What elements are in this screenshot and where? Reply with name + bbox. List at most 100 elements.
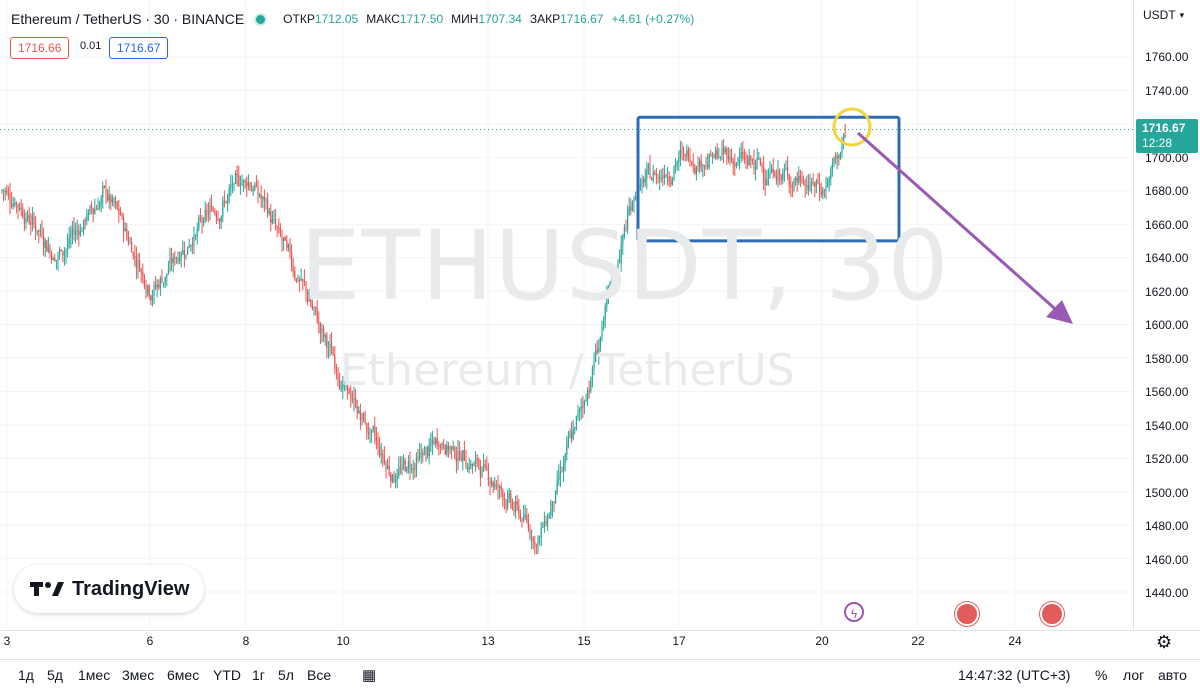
candle-body [273, 218, 275, 220]
candle-body [499, 486, 501, 488]
candle-body [62, 250, 64, 256]
candle-body [647, 164, 649, 170]
candle-body [263, 196, 265, 201]
candle-body [835, 157, 837, 159]
range-button[interactable]: 1г [252, 667, 265, 683]
range-button[interactable]: 1мес [78, 667, 111, 683]
candle-body [118, 208, 120, 212]
candle-body [489, 480, 491, 485]
candle-body [486, 466, 488, 468]
candle-body [430, 443, 432, 446]
candle-body [265, 199, 267, 201]
range-button[interactable]: YTD [213, 667, 241, 683]
candle-body [334, 355, 336, 367]
candle-body [270, 211, 272, 223]
candle-body [817, 180, 819, 185]
time-tick: 10 [336, 634, 350, 648]
clock-readout[interactable]: 14:47:32 (UTC+3) [958, 667, 1071, 683]
lightning-event-icon[interactable]: ϟ [844, 602, 864, 622]
candle-body [276, 226, 278, 229]
range-button[interactable]: 5д [47, 667, 63, 683]
us-flag-event-icon[interactable] [1040, 602, 1064, 626]
candle-body [76, 229, 78, 232]
candle-body [687, 150, 689, 159]
candle-body [585, 400, 587, 402]
candle-body [579, 408, 581, 413]
settings-gear-icon[interactable]: ⚙ [1156, 632, 1173, 652]
tradingview-logo[interactable]: TradingView [14, 565, 204, 613]
candle-body [699, 160, 701, 169]
time-tick: 3 [3, 634, 11, 648]
candle-body [633, 198, 635, 203]
candle-body [449, 446, 451, 451]
candle-body [339, 380, 341, 390]
candle-body [251, 189, 253, 192]
candle-body [529, 528, 531, 538]
candle-body [100, 197, 102, 205]
candle-body [750, 156, 752, 160]
log-toggle[interactable]: лог [1123, 667, 1145, 683]
range-button[interactable]: 6мес [167, 667, 200, 683]
candle-body [46, 240, 48, 252]
candle-body [374, 426, 376, 436]
percent-toggle[interactable]: % [1095, 667, 1108, 683]
candle-body [20, 207, 22, 209]
candle-body [427, 446, 429, 456]
candle-body [71, 228, 73, 235]
candle-body [51, 252, 53, 261]
range-button[interactable]: 3мес [122, 667, 155, 683]
candle-body [204, 210, 206, 221]
candle-body [545, 521, 547, 525]
candle-body [468, 465, 470, 469]
candle-body [566, 442, 568, 455]
candle-body [260, 194, 262, 200]
candle-body [108, 195, 110, 201]
candle-body [395, 479, 397, 483]
candle-body [78, 229, 80, 235]
price-tick: 1640.00 [1145, 251, 1189, 265]
price-chart[interactable] [0, 0, 1200, 630]
candle-body [137, 260, 139, 268]
candle-body [385, 462, 387, 469]
time-tick: 6 [146, 634, 154, 648]
candle-body [295, 278, 297, 281]
currency-selector[interactable]: USDT ▾ [1143, 8, 1184, 22]
calendar-icon[interactable]: ▦ [362, 667, 377, 684]
candle-body [724, 148, 726, 153]
market-status-icon[interactable] [256, 14, 266, 24]
symbol-title[interactable]: Ethereum / TetherUS · 30 · BINANCE [11, 11, 245, 27]
range-button[interactable]: 1д [18, 667, 34, 683]
candle-body [764, 178, 766, 186]
buy-button[interactable]: 1716.67 [109, 37, 169, 59]
candle-body [65, 249, 67, 254]
candle-body [487, 467, 489, 481]
candle-body [195, 235, 197, 237]
range-button[interactable]: Все [307, 667, 332, 683]
us-flag-event-icon[interactable] [955, 602, 979, 626]
candle-body [235, 173, 237, 184]
candle-body [459, 450, 461, 459]
highlight-circle-annotation [832, 107, 872, 147]
candle-body [140, 271, 142, 273]
time-tick: 17 [672, 634, 686, 648]
range-button[interactable]: 5л [278, 667, 294, 683]
candle-body [70, 234, 72, 238]
price-tick: 1500.00 [1145, 485, 1189, 500]
time-tick: 24 [1008, 634, 1022, 648]
auto-toggle[interactable]: авто [1158, 667, 1187, 683]
candle-body [358, 410, 360, 414]
sell-button[interactable]: 1716.66 [10, 37, 70, 59]
time-axis[interactable] [0, 630, 1200, 659]
candle-body [151, 295, 153, 301]
candle-body [278, 228, 280, 230]
candle-body [609, 282, 611, 287]
candle-body [350, 394, 352, 400]
candle-body [564, 454, 566, 463]
candle-body [604, 306, 606, 320]
price-axis[interactable] [1133, 0, 1200, 630]
candle-body [217, 218, 219, 220]
candle-body [302, 279, 304, 281]
candle-body [406, 467, 408, 472]
candle-body [787, 167, 789, 174]
candle-body [547, 518, 549, 525]
